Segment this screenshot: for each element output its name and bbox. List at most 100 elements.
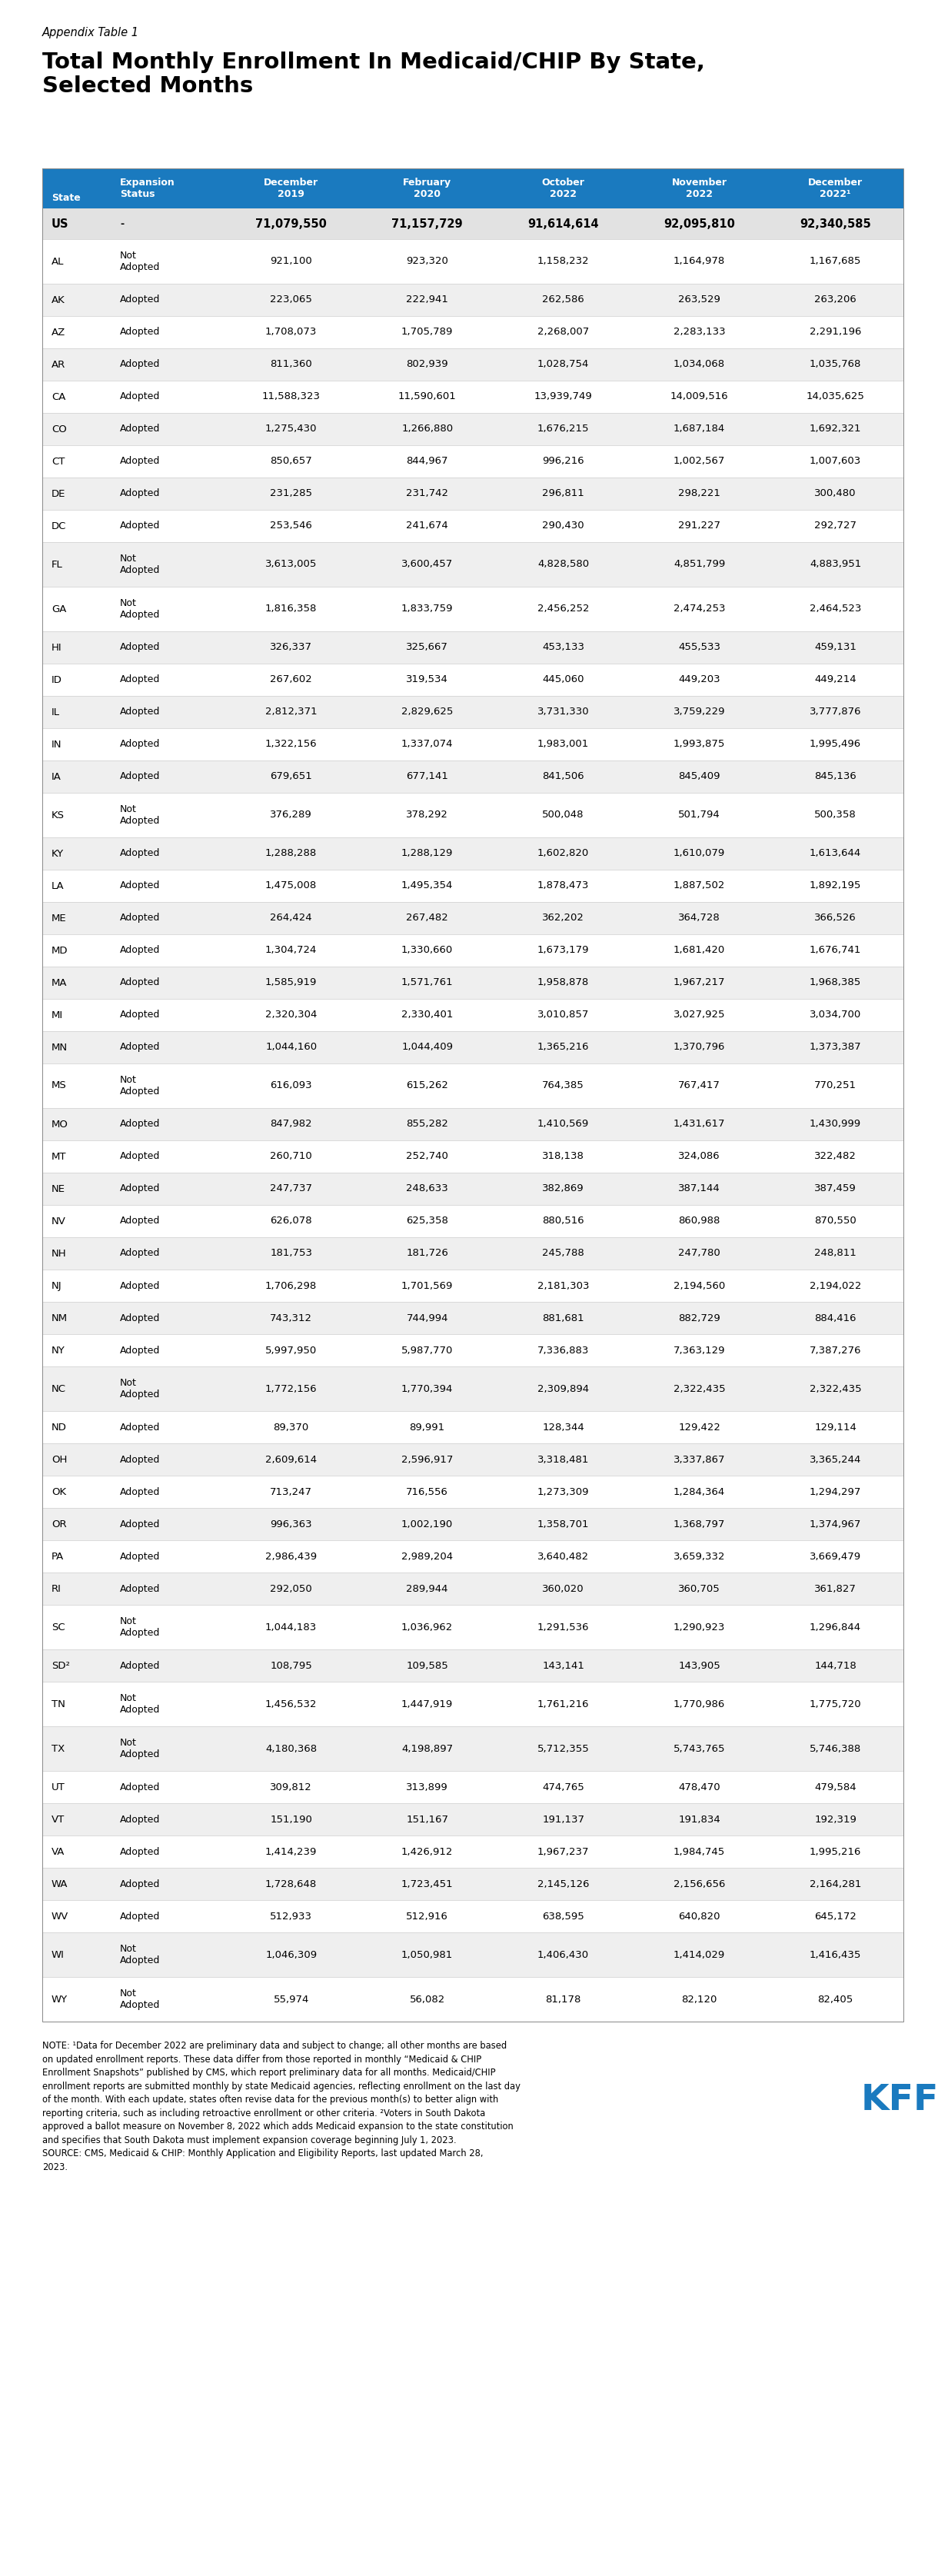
Text: RI: RI — [52, 1584, 61, 1595]
Text: 1,692,321: 1,692,321 — [809, 425, 861, 435]
Text: 1,772,156: 1,772,156 — [265, 1383, 317, 1394]
Text: 1,728,648: 1,728,648 — [265, 1878, 317, 1888]
Text: 2,322,435: 2,322,435 — [673, 1383, 725, 1394]
Text: 802,939: 802,939 — [406, 361, 448, 368]
Text: 1,475,008: 1,475,008 — [265, 881, 317, 891]
Text: 1,044,160: 1,044,160 — [265, 1043, 317, 1054]
Text: 1,723,451: 1,723,451 — [401, 1878, 453, 1888]
Text: Adopted: Adopted — [120, 1551, 160, 1561]
Text: PA: PA — [52, 1551, 64, 1561]
Text: 7,363,129: 7,363,129 — [673, 1345, 725, 1355]
Text: Adopted: Adopted — [120, 1345, 160, 1355]
Text: 1,430,999: 1,430,999 — [809, 1118, 861, 1128]
Text: KY: KY — [52, 848, 64, 858]
Text: 2,145,126: 2,145,126 — [537, 1878, 589, 1888]
Text: 292,050: 292,050 — [270, 1584, 312, 1595]
Text: Adopted: Adopted — [120, 881, 160, 891]
Text: 770,251: 770,251 — [814, 1082, 856, 1090]
Text: 455,533: 455,533 — [678, 641, 720, 652]
Bar — [42, 1649, 903, 1682]
Text: 1,294,297: 1,294,297 — [809, 1486, 861, 1497]
Bar — [42, 1172, 903, 1206]
Text: Not
Adopted: Not Adopted — [120, 1378, 160, 1399]
Text: Adopted: Adopted — [120, 1486, 160, 1497]
Text: Adopted: Adopted — [120, 456, 160, 466]
Text: 241,674: 241,674 — [406, 520, 448, 531]
Text: 1,426,912: 1,426,912 — [401, 1847, 453, 1857]
Bar — [42, 837, 903, 871]
Bar — [42, 1334, 903, 1365]
Text: CO: CO — [52, 425, 67, 435]
Text: 645,172: 645,172 — [814, 1911, 856, 1922]
Text: 1,284,364: 1,284,364 — [673, 1486, 725, 1497]
Text: 4,828,580: 4,828,580 — [537, 559, 589, 569]
Text: 2,474,253: 2,474,253 — [673, 603, 725, 613]
Text: 1,416,435: 1,416,435 — [809, 1950, 861, 1960]
Text: 1,158,232: 1,158,232 — [537, 258, 589, 265]
Text: 996,363: 996,363 — [270, 1520, 312, 1530]
Text: State: State — [52, 193, 81, 204]
Text: 1,775,720: 1,775,720 — [809, 1700, 861, 1708]
Text: MN: MN — [52, 1043, 68, 1054]
Text: 3,759,229: 3,759,229 — [673, 706, 725, 716]
Text: 923,320: 923,320 — [406, 258, 448, 265]
Text: Adopted: Adopted — [120, 1216, 160, 1226]
Text: Not
Adopted: Not Adopted — [120, 1615, 160, 1638]
Text: 2,156,656: 2,156,656 — [673, 1878, 725, 1888]
Text: WI: WI — [52, 1950, 65, 1960]
Text: 387,144: 387,144 — [678, 1185, 720, 1193]
Text: Not
Adopted: Not Adopted — [120, 1074, 160, 1097]
Bar — [42, 966, 903, 999]
Text: 1,036,962: 1,036,962 — [401, 1623, 453, 1633]
Text: Adopted: Adopted — [120, 1118, 160, 1128]
Text: Appendix Table 1: Appendix Table 1 — [42, 26, 139, 39]
Text: DE: DE — [52, 489, 66, 500]
Text: 248,811: 248,811 — [814, 1249, 856, 1260]
Text: 811,360: 811,360 — [270, 361, 312, 368]
Text: 640,820: 640,820 — [678, 1911, 720, 1922]
Text: 1,673,179: 1,673,179 — [537, 945, 589, 956]
Bar — [42, 935, 903, 966]
Text: 109,585: 109,585 — [406, 1662, 448, 1672]
Bar — [42, 1540, 903, 1571]
Text: 3,669,479: 3,669,479 — [809, 1551, 861, 1561]
Text: 1,681,420: 1,681,420 — [673, 945, 725, 956]
Text: 1,358,701: 1,358,701 — [537, 1520, 589, 1530]
Text: 1,304,724: 1,304,724 — [265, 945, 317, 956]
Text: 616,093: 616,093 — [270, 1082, 312, 1090]
Text: 882,729: 882,729 — [678, 1314, 720, 1324]
Bar — [42, 1726, 903, 1770]
Text: US: US — [52, 219, 68, 229]
Text: NJ: NJ — [52, 1280, 62, 1291]
Text: VT: VT — [52, 1814, 65, 1824]
Text: Adopted: Adopted — [120, 1043, 160, 1054]
Text: 1,676,741: 1,676,741 — [809, 945, 861, 956]
Text: 1,167,685: 1,167,685 — [809, 258, 861, 265]
Bar — [42, 1141, 903, 1172]
Text: TN: TN — [52, 1700, 66, 1708]
Text: 1,368,797: 1,368,797 — [673, 1520, 725, 1530]
Text: 2,194,560: 2,194,560 — [673, 1280, 725, 1291]
Text: 223,065: 223,065 — [270, 294, 312, 304]
Text: Adopted: Adopted — [120, 1010, 160, 1020]
Text: IA: IA — [52, 773, 61, 781]
Text: 1,833,759: 1,833,759 — [401, 603, 453, 613]
Text: 744,994: 744,994 — [406, 1314, 448, 1324]
Text: 248,633: 248,633 — [406, 1185, 448, 1193]
Text: 5,997,950: 5,997,950 — [265, 1345, 317, 1355]
Text: 638,595: 638,595 — [542, 1911, 584, 1922]
Text: NY: NY — [52, 1345, 65, 1355]
Text: 1,984,745: 1,984,745 — [673, 1847, 725, 1857]
Text: 2,291,196: 2,291,196 — [809, 327, 861, 337]
Text: December
2019: December 2019 — [264, 178, 319, 198]
Text: 1,273,309: 1,273,309 — [537, 1486, 589, 1497]
Bar — [42, 1803, 903, 1837]
Text: 2,322,435: 2,322,435 — [809, 1383, 861, 1394]
Text: 14,035,625: 14,035,625 — [806, 392, 865, 402]
Bar — [42, 696, 903, 729]
Text: 845,136: 845,136 — [814, 773, 856, 781]
Bar — [42, 446, 903, 477]
Text: 449,214: 449,214 — [814, 675, 856, 685]
Text: 128,344: 128,344 — [542, 1422, 584, 1432]
Text: 289,944: 289,944 — [406, 1584, 448, 1595]
